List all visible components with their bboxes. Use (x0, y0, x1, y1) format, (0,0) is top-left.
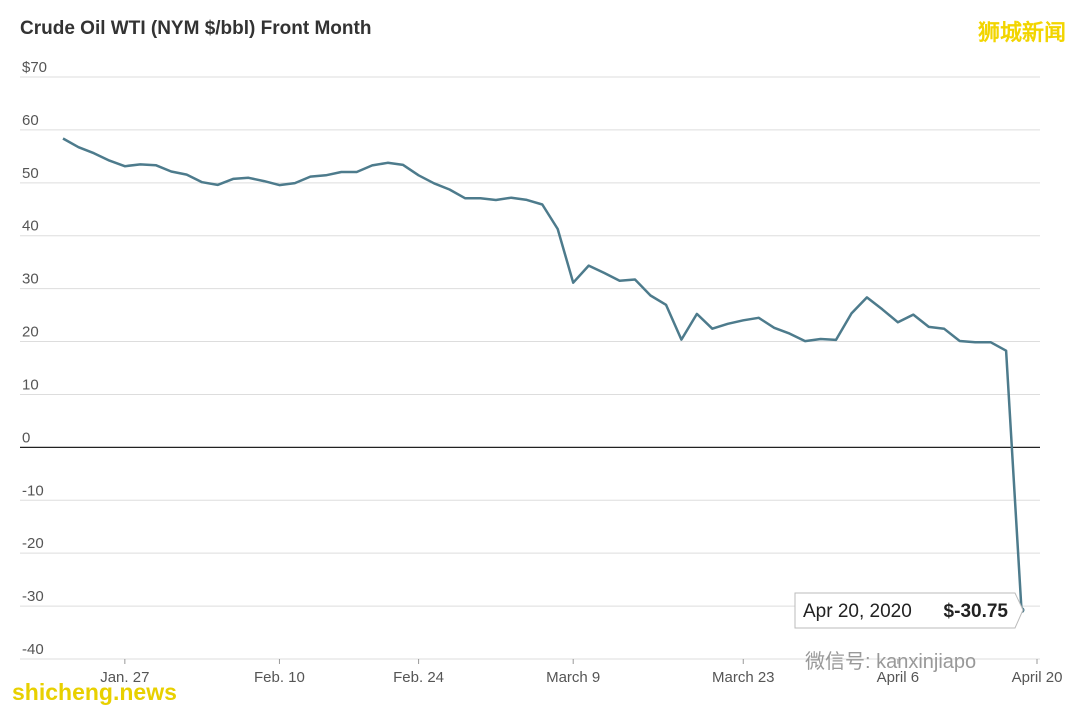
x-tick-label: March 23 (712, 669, 775, 686)
line (62, 137, 1023, 611)
x-tick-label: March 9 (546, 669, 600, 686)
y-tick-label: 20 (22, 324, 39, 341)
watermark: 狮城新闻 (978, 20, 1066, 45)
x-tick-label: Jan. 27 (100, 669, 149, 686)
y-tick-label: 60 (22, 112, 39, 129)
watermark: 微信号: kanxinjiapo (805, 650, 976, 673)
y-tick-label: 10 (22, 376, 39, 393)
y-tick-label: 30 (22, 271, 39, 288)
y-tick-label: -10 (22, 482, 44, 499)
x-tick-label: April 20 (1012, 669, 1063, 686)
tooltip-date: Apr 20, 2020 (803, 601, 912, 622)
tooltip-box (794, 592, 1024, 629)
y-tick-label: -30 (22, 588, 44, 605)
watermark: shicheng.news (12, 679, 177, 705)
y-tick-label: 40 (22, 218, 39, 235)
x-tick-label: April 6 (877, 669, 920, 686)
y-tick-label: -40 (22, 641, 44, 658)
y-tick-label: $70 (22, 59, 47, 76)
y-tick-label: 0 (22, 429, 30, 446)
chart-title: Crude Oil WTI (NYM $/bbl) Front Month (20, 18, 371, 39)
y-tick-label: 50 (22, 165, 39, 182)
x-tick-label: Feb. 10 (254, 669, 305, 686)
tooltip-value: $-30.75 (944, 601, 1009, 622)
y-tick-label: -20 (22, 535, 44, 552)
x-tick-label: Feb. 24 (393, 669, 444, 686)
